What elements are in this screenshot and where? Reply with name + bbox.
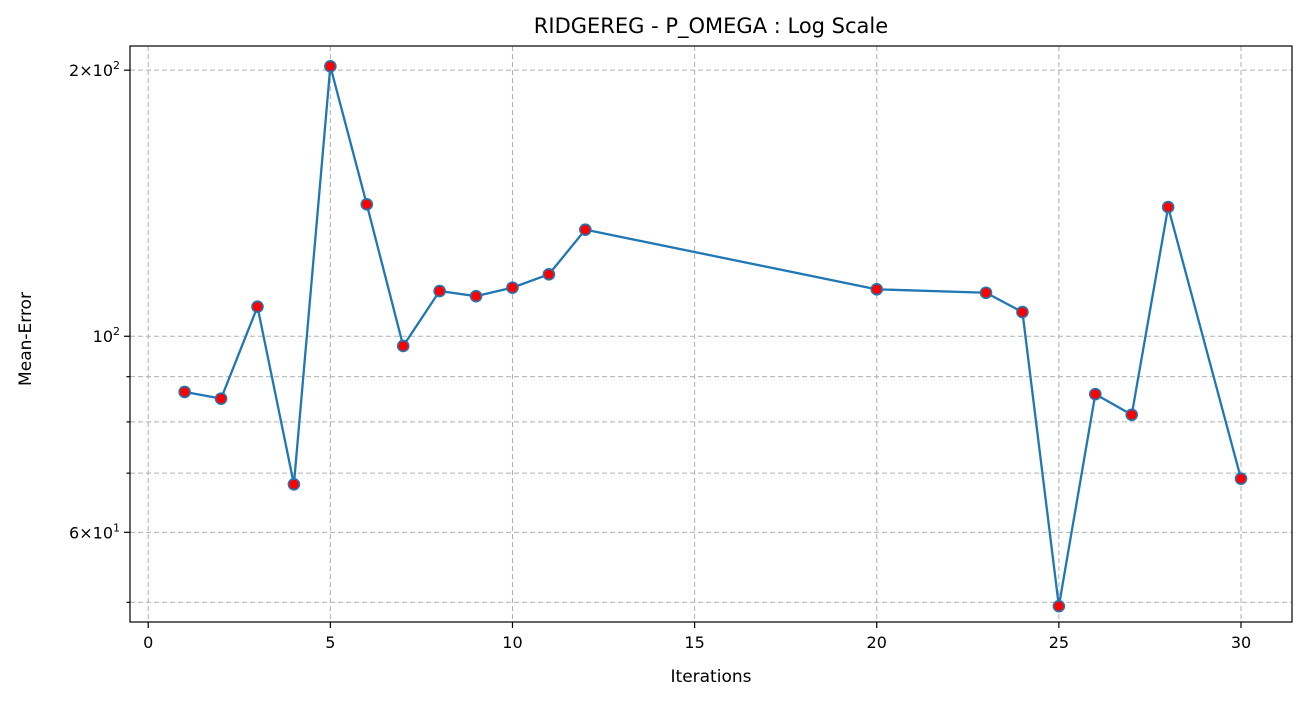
data-point	[579, 223, 592, 236]
data-point	[1088, 387, 1102, 401]
data-point	[1052, 599, 1066, 613]
grid-lines	[130, 46, 1292, 622]
chart-title: RIDGEREG - P_OMEGA : Log Scale	[534, 14, 888, 39]
data-point	[396, 339, 410, 353]
data-point	[979, 286, 993, 300]
y-tick-label: 2×102	[69, 59, 120, 80]
x-tick-label: 30	[1231, 633, 1251, 652]
data-point	[870, 283, 884, 296]
data-point	[360, 198, 374, 211]
data-point	[1234, 472, 1248, 485]
data-point	[1016, 305, 1029, 319]
data-point	[506, 281, 519, 294]
data-point	[324, 60, 337, 73]
y-axis-label: Mean-Error	[16, 292, 36, 386]
series-lines	[184, 65, 1243, 608]
y-axis-ticks: 6×101 102 2×102	[69, 59, 130, 603]
data-point	[433, 284, 446, 298]
data-point	[214, 392, 228, 405]
data-point	[1161, 200, 1175, 214]
x-axis-label: Iterations	[671, 667, 752, 687]
data-point	[178, 385, 191, 399]
x-tick-label: 25	[1049, 633, 1069, 652]
plot-frame	[129, 45, 1293, 623]
data-points	[178, 60, 1248, 613]
data-point	[287, 477, 301, 491]
data-point	[469, 289, 483, 303]
y-tick-label: 6×101	[69, 521, 120, 542]
x-tick-label: 20	[867, 633, 887, 652]
data-point	[1125, 408, 1139, 422]
series-line	[184, 65, 1243, 608]
y-tick-label: 102	[93, 325, 120, 346]
x-tick-label: 5	[325, 633, 335, 652]
x-axis-ticks: 0 5 10 15 20 25 30	[143, 622, 1251, 652]
x-tick-label: 0	[143, 633, 153, 652]
x-tick-label: 10	[502, 633, 522, 652]
data-point	[542, 268, 556, 281]
data-point	[251, 300, 264, 314]
x-tick-label: 15	[684, 633, 704, 652]
